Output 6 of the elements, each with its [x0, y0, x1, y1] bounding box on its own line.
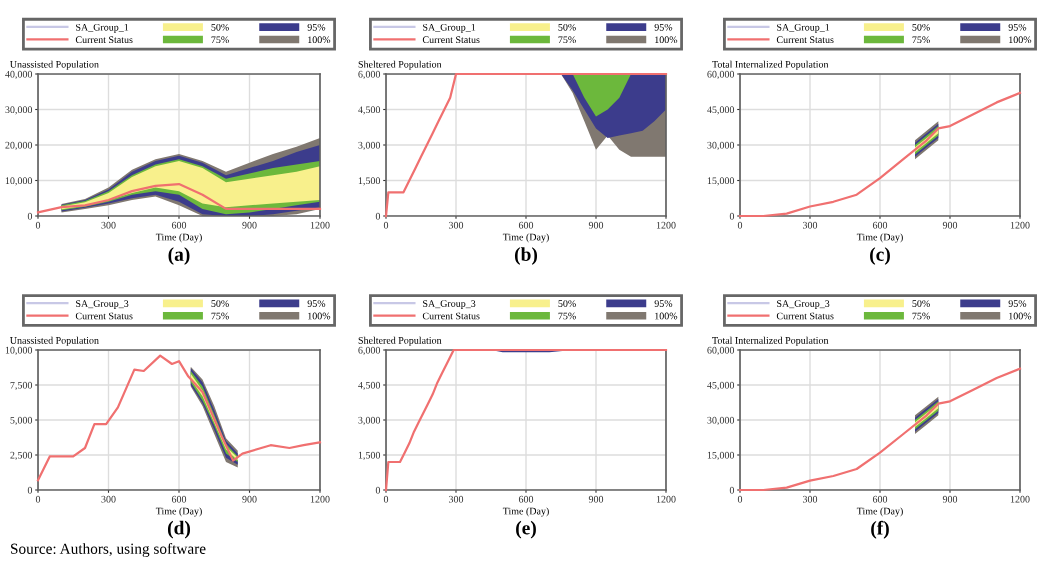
text: (e)	[516, 520, 536, 539]
text: (d)	[167, 520, 191, 539]
text: (f)	[871, 520, 889, 539]
text: (b)	[514, 247, 538, 265]
text: (a)	[168, 247, 190, 265]
text: (c)	[870, 247, 890, 265]
